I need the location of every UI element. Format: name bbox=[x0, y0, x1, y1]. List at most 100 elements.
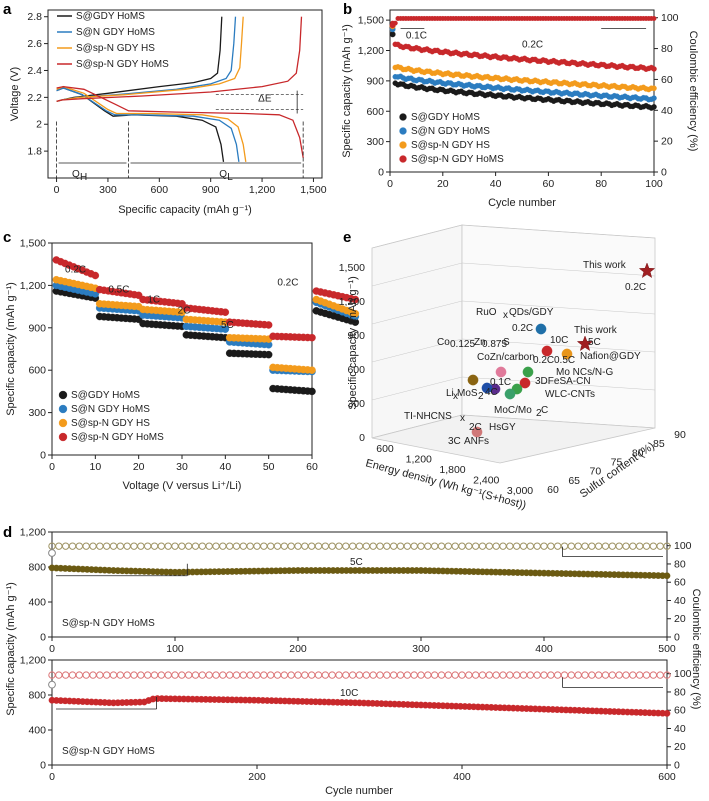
panel-b-point bbox=[651, 85, 657, 92]
panel-b-ce-point bbox=[651, 16, 657, 21]
panel-c-xlabel: Voltage (V versus Li⁺/Li) bbox=[123, 480, 242, 492]
panel-c-point bbox=[264, 350, 273, 359]
panel-a-x-tick-label: 600 bbox=[151, 184, 169, 196]
panel-c-point bbox=[351, 309, 360, 318]
panel-a-y-tick-label: 2.2 bbox=[27, 92, 42, 104]
panel-d-x-tick-label: 0 bbox=[49, 771, 55, 783]
panel-d-ce-point bbox=[410, 542, 418, 550]
panel-d-ce-point bbox=[389, 671, 398, 679]
panel-d-ce-point bbox=[68, 671, 77, 679]
panel-d-ce-point bbox=[348, 671, 357, 679]
panel-e-x-tick-label: 3,000 bbox=[507, 485, 533, 497]
panel-e-x-tick-label: 600 bbox=[376, 443, 394, 455]
panel-d-ce-point bbox=[75, 671, 84, 679]
panel-b-y2-tick-label: 0 bbox=[661, 167, 667, 179]
panel-d-ce-first bbox=[48, 549, 56, 557]
panel-d-y2-tick-label: 60 bbox=[674, 705, 686, 717]
panel-d-ce-point bbox=[239, 671, 248, 679]
panel-d-ce-point bbox=[184, 671, 193, 679]
panel-d-ce-point bbox=[512, 542, 521, 550]
panel-d-ce-point bbox=[191, 542, 200, 550]
panel-a-ql-label: Q bbox=[219, 169, 227, 180]
panel-c-legend-label: S@N GDY HoMS bbox=[71, 404, 150, 415]
panel-d-ce-point bbox=[266, 542, 275, 550]
panel-d-ce-point bbox=[471, 542, 480, 550]
panel-d-ce-point bbox=[567, 542, 576, 550]
panel-d-ce-point bbox=[294, 671, 302, 679]
panel-d-ce-point bbox=[526, 542, 535, 550]
panel-b-legend-swatch bbox=[399, 127, 407, 135]
panel-e-point-label: Co bbox=[437, 337, 450, 348]
panel-e-point-label: 0.875 bbox=[482, 339, 507, 350]
panel-a-curve-charge bbox=[56, 16, 303, 103]
panel-e-y-tick-label: 85 bbox=[653, 438, 665, 450]
panel-d-ce-point bbox=[635, 671, 644, 679]
panel-a-legend-label: S@sp-N GDY HS bbox=[76, 43, 155, 54]
panel-e-point-label: This work bbox=[583, 260, 627, 271]
panel-c-legend-swatch bbox=[58, 404, 68, 414]
panel-d-ce-point bbox=[301, 542, 309, 550]
panel-c-y-tick-label: 300 bbox=[28, 407, 46, 419]
panel-d-sample-label: S@sp-N GDY HoMS bbox=[62, 618, 155, 629]
panel-b-y2-tick-label: 100 bbox=[661, 12, 679, 24]
panel-d-ce-point bbox=[540, 671, 548, 679]
panel-e-point-label: QDs/GDY bbox=[509, 307, 554, 318]
panel-e-z-tick-label: 1,200 bbox=[339, 296, 365, 308]
panel-d-ce-point bbox=[355, 671, 364, 679]
panel-e-point-label: x bbox=[453, 391, 458, 402]
panel-d-ce-point bbox=[430, 542, 439, 550]
panel-d-ce-point bbox=[116, 542, 125, 550]
panel-d-ce-point bbox=[656, 542, 664, 550]
panel-d-xlabel: Cycle number bbox=[325, 785, 393, 797]
panel-d-ce-point bbox=[485, 542, 494, 550]
panel-e-z-tick-label: 300 bbox=[347, 398, 365, 410]
panel-d-ce-point bbox=[608, 671, 617, 679]
panel-d-y-tick-label: 0 bbox=[40, 632, 46, 644]
panel-d-ce-point bbox=[232, 671, 241, 679]
panel-a-curve-discharge bbox=[56, 87, 240, 162]
panel-c-point bbox=[351, 295, 360, 304]
panel-d-ce-point bbox=[273, 542, 282, 550]
panel-a-x-tick-label: 300 bbox=[99, 184, 117, 196]
panel-d-ce-point bbox=[225, 671, 234, 679]
panel-d-ce-point bbox=[478, 542, 487, 550]
panel-d-ce-point bbox=[287, 671, 295, 679]
panel-b-y-tick-label: 300 bbox=[366, 136, 384, 148]
panel-e-point-label: 0.2C bbox=[512, 323, 533, 334]
panel-d-x-tick-label: 200 bbox=[289, 643, 307, 655]
panel-e-y-tick-label: 65 bbox=[568, 475, 580, 487]
panel-d-ce-point bbox=[642, 671, 651, 679]
panel-d-ce-point bbox=[164, 671, 172, 679]
panel-d-ce-point bbox=[253, 542, 261, 550]
panel-d-ce-point bbox=[376, 671, 384, 679]
panel-d-ce-point bbox=[492, 671, 500, 679]
panel-a-qh-sub: H bbox=[80, 172, 87, 183]
panel-d-ce-point bbox=[321, 542, 330, 550]
panel-d-ce-point bbox=[164, 542, 172, 550]
panel-a-ql-sub: L bbox=[227, 172, 233, 183]
panel-d-ce-point bbox=[82, 542, 90, 550]
panel-d-ce-point bbox=[417, 671, 425, 679]
panel-e-point bbox=[519, 377, 531, 389]
panel-letter-c: c bbox=[3, 229, 11, 246]
panel-d-ce-point bbox=[458, 671, 466, 679]
panel-a-curve-charge bbox=[56, 16, 244, 103]
panel-c-x-tick-label: 20 bbox=[133, 461, 145, 473]
panel-d-ce-point bbox=[519, 671, 528, 679]
panel-b-ylabel: Specific capacity (mAh g⁻¹) bbox=[341, 24, 353, 158]
panel-d-ce-point bbox=[137, 671, 145, 679]
panel-e-grid bbox=[371, 262, 463, 287]
panel-e-grid bbox=[371, 300, 463, 325]
panel-d-ce-point bbox=[430, 671, 439, 679]
panel-c-ylabel: Specific capacity (mAh g⁻¹) bbox=[5, 282, 17, 416]
panel-b-point bbox=[389, 31, 396, 38]
panel-d-ce-point bbox=[89, 542, 97, 550]
panel-b-y-tick-label: 1,500 bbox=[358, 15, 384, 27]
panel-d-ce-point bbox=[260, 671, 268, 679]
panel-d-y-tick-label: 800 bbox=[28, 562, 46, 574]
panel-e-y-tick-label: 60 bbox=[547, 484, 559, 496]
panel-e-point-label: 2 bbox=[536, 408, 542, 419]
panel-d-y2label: Coulombic efficiency (%) bbox=[690, 589, 702, 710]
panel-d-ce-point bbox=[362, 542, 371, 550]
